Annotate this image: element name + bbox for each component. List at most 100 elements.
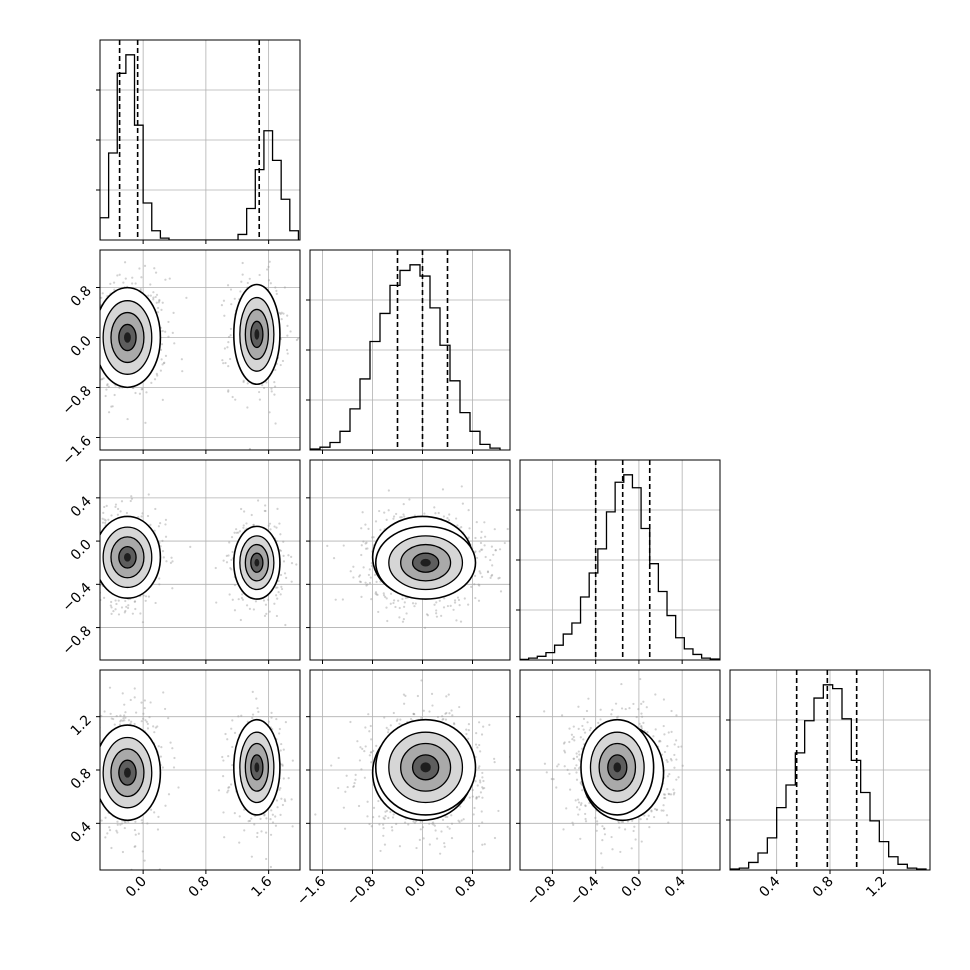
sample-point: [568, 740, 571, 744]
sample-point: [91, 347, 93, 349]
sample-point: [125, 511, 129, 515]
sample-point: [100, 378, 103, 381]
panel-frame: [309, 459, 511, 661]
sample-point: [401, 597, 404, 601]
sample-point: [140, 701, 143, 704]
sample-point: [640, 725, 643, 728]
sample-point: [283, 286, 286, 289]
sample-point: [332, 556, 336, 560]
sample-point: [91, 525, 93, 527]
sample-point: [170, 556, 173, 559]
sample-point: [123, 820, 126, 824]
sample-point: [161, 329, 164, 333]
sample-point: [446, 815, 449, 819]
sample-point: [246, 382, 249, 385]
sample-point: [129, 722, 132, 725]
sample-point: [229, 567, 232, 570]
sample-point: [93, 773, 95, 775]
sample-point: [233, 297, 236, 300]
sample-point: [477, 766, 480, 770]
sample-point: [412, 712, 415, 716]
sample-point: [395, 719, 398, 722]
sample-point: [259, 817, 262, 820]
sample-point: [85, 763, 87, 765]
sample-point: [72, 563, 74, 565]
sample-point: [120, 822, 124, 825]
x-tick-label: 1.6: [248, 873, 275, 900]
sample-point: [220, 304, 224, 307]
sample-point: [279, 787, 282, 790]
panel-content: [520, 670, 720, 870]
sample-point: [367, 713, 370, 716]
sample-point: [358, 759, 362, 762]
x-tick-label: 0.0: [123, 874, 150, 901]
sample-point: [435, 612, 438, 615]
sample-point: [619, 850, 622, 854]
sample-point: [149, 701, 152, 704]
sample-point: [385, 809, 389, 812]
sample-point: [245, 604, 249, 607]
sample-point: [290, 798, 293, 801]
sample-point: [87, 529, 89, 531]
sample-point: [349, 720, 352, 724]
sample-point: [364, 745, 367, 748]
sample-point: [482, 725, 485, 728]
sample-point: [233, 531, 236, 534]
sample-point: [497, 809, 500, 813]
sample-point: [155, 293, 159, 296]
sample-point: [392, 601, 395, 605]
sample-point: [95, 791, 97, 793]
sample-point: [375, 593, 378, 596]
sample-point: [672, 793, 675, 796]
sample-point: [96, 544, 98, 546]
sample-point: [140, 720, 143, 723]
sample-point: [378, 509, 381, 513]
sample-point: [352, 576, 355, 579]
sample-point: [665, 759, 668, 762]
sample-point: [238, 841, 241, 844]
sample-point: [153, 811, 156, 814]
sample-point: [94, 567, 96, 569]
sample-point: [92, 559, 94, 561]
sample-point: [475, 796, 478, 799]
sample-point: [163, 361, 166, 364]
sample-point: [89, 755, 91, 757]
sample-point: [446, 825, 449, 828]
sample-point: [358, 575, 361, 578]
sample-point: [358, 574, 362, 577]
sample-point: [285, 348, 289, 352]
sample-point: [286, 352, 289, 355]
sample-point: [247, 819, 250, 823]
sample-point: [91, 813, 93, 815]
sample-point: [360, 768, 363, 771]
y-tick-label: −0.4: [59, 580, 94, 615]
sample-point: [473, 806, 476, 810]
sample-point: [467, 737, 470, 740]
sample-point: [279, 813, 282, 817]
sample-point: [435, 837, 439, 840]
sample-point: [122, 281, 125, 284]
sample-point: [96, 378, 98, 380]
sample-point: [90, 729, 92, 731]
sample-point: [368, 822, 371, 826]
sample-point: [275, 594, 278, 597]
sample-point: [659, 740, 662, 743]
sample-point: [282, 777, 285, 780]
sample-point: [134, 282, 137, 285]
sample-point: [96, 578, 98, 580]
sample-point: [367, 573, 371, 577]
sample-point: [383, 511, 386, 514]
sample-point: [162, 556, 165, 559]
sample-point: [92, 307, 94, 309]
sample-point: [157, 525, 160, 528]
sample-point: [479, 541, 483, 545]
sample-point: [74, 745, 76, 747]
sample-point: [584, 812, 587, 816]
sample-point: [284, 799, 287, 803]
sample-point: [423, 512, 426, 515]
sample-point: [398, 616, 401, 619]
sample-point: [660, 809, 663, 812]
sample-point: [248, 447, 252, 450]
sample-point: [160, 308, 163, 311]
sample-point: [382, 816, 385, 819]
